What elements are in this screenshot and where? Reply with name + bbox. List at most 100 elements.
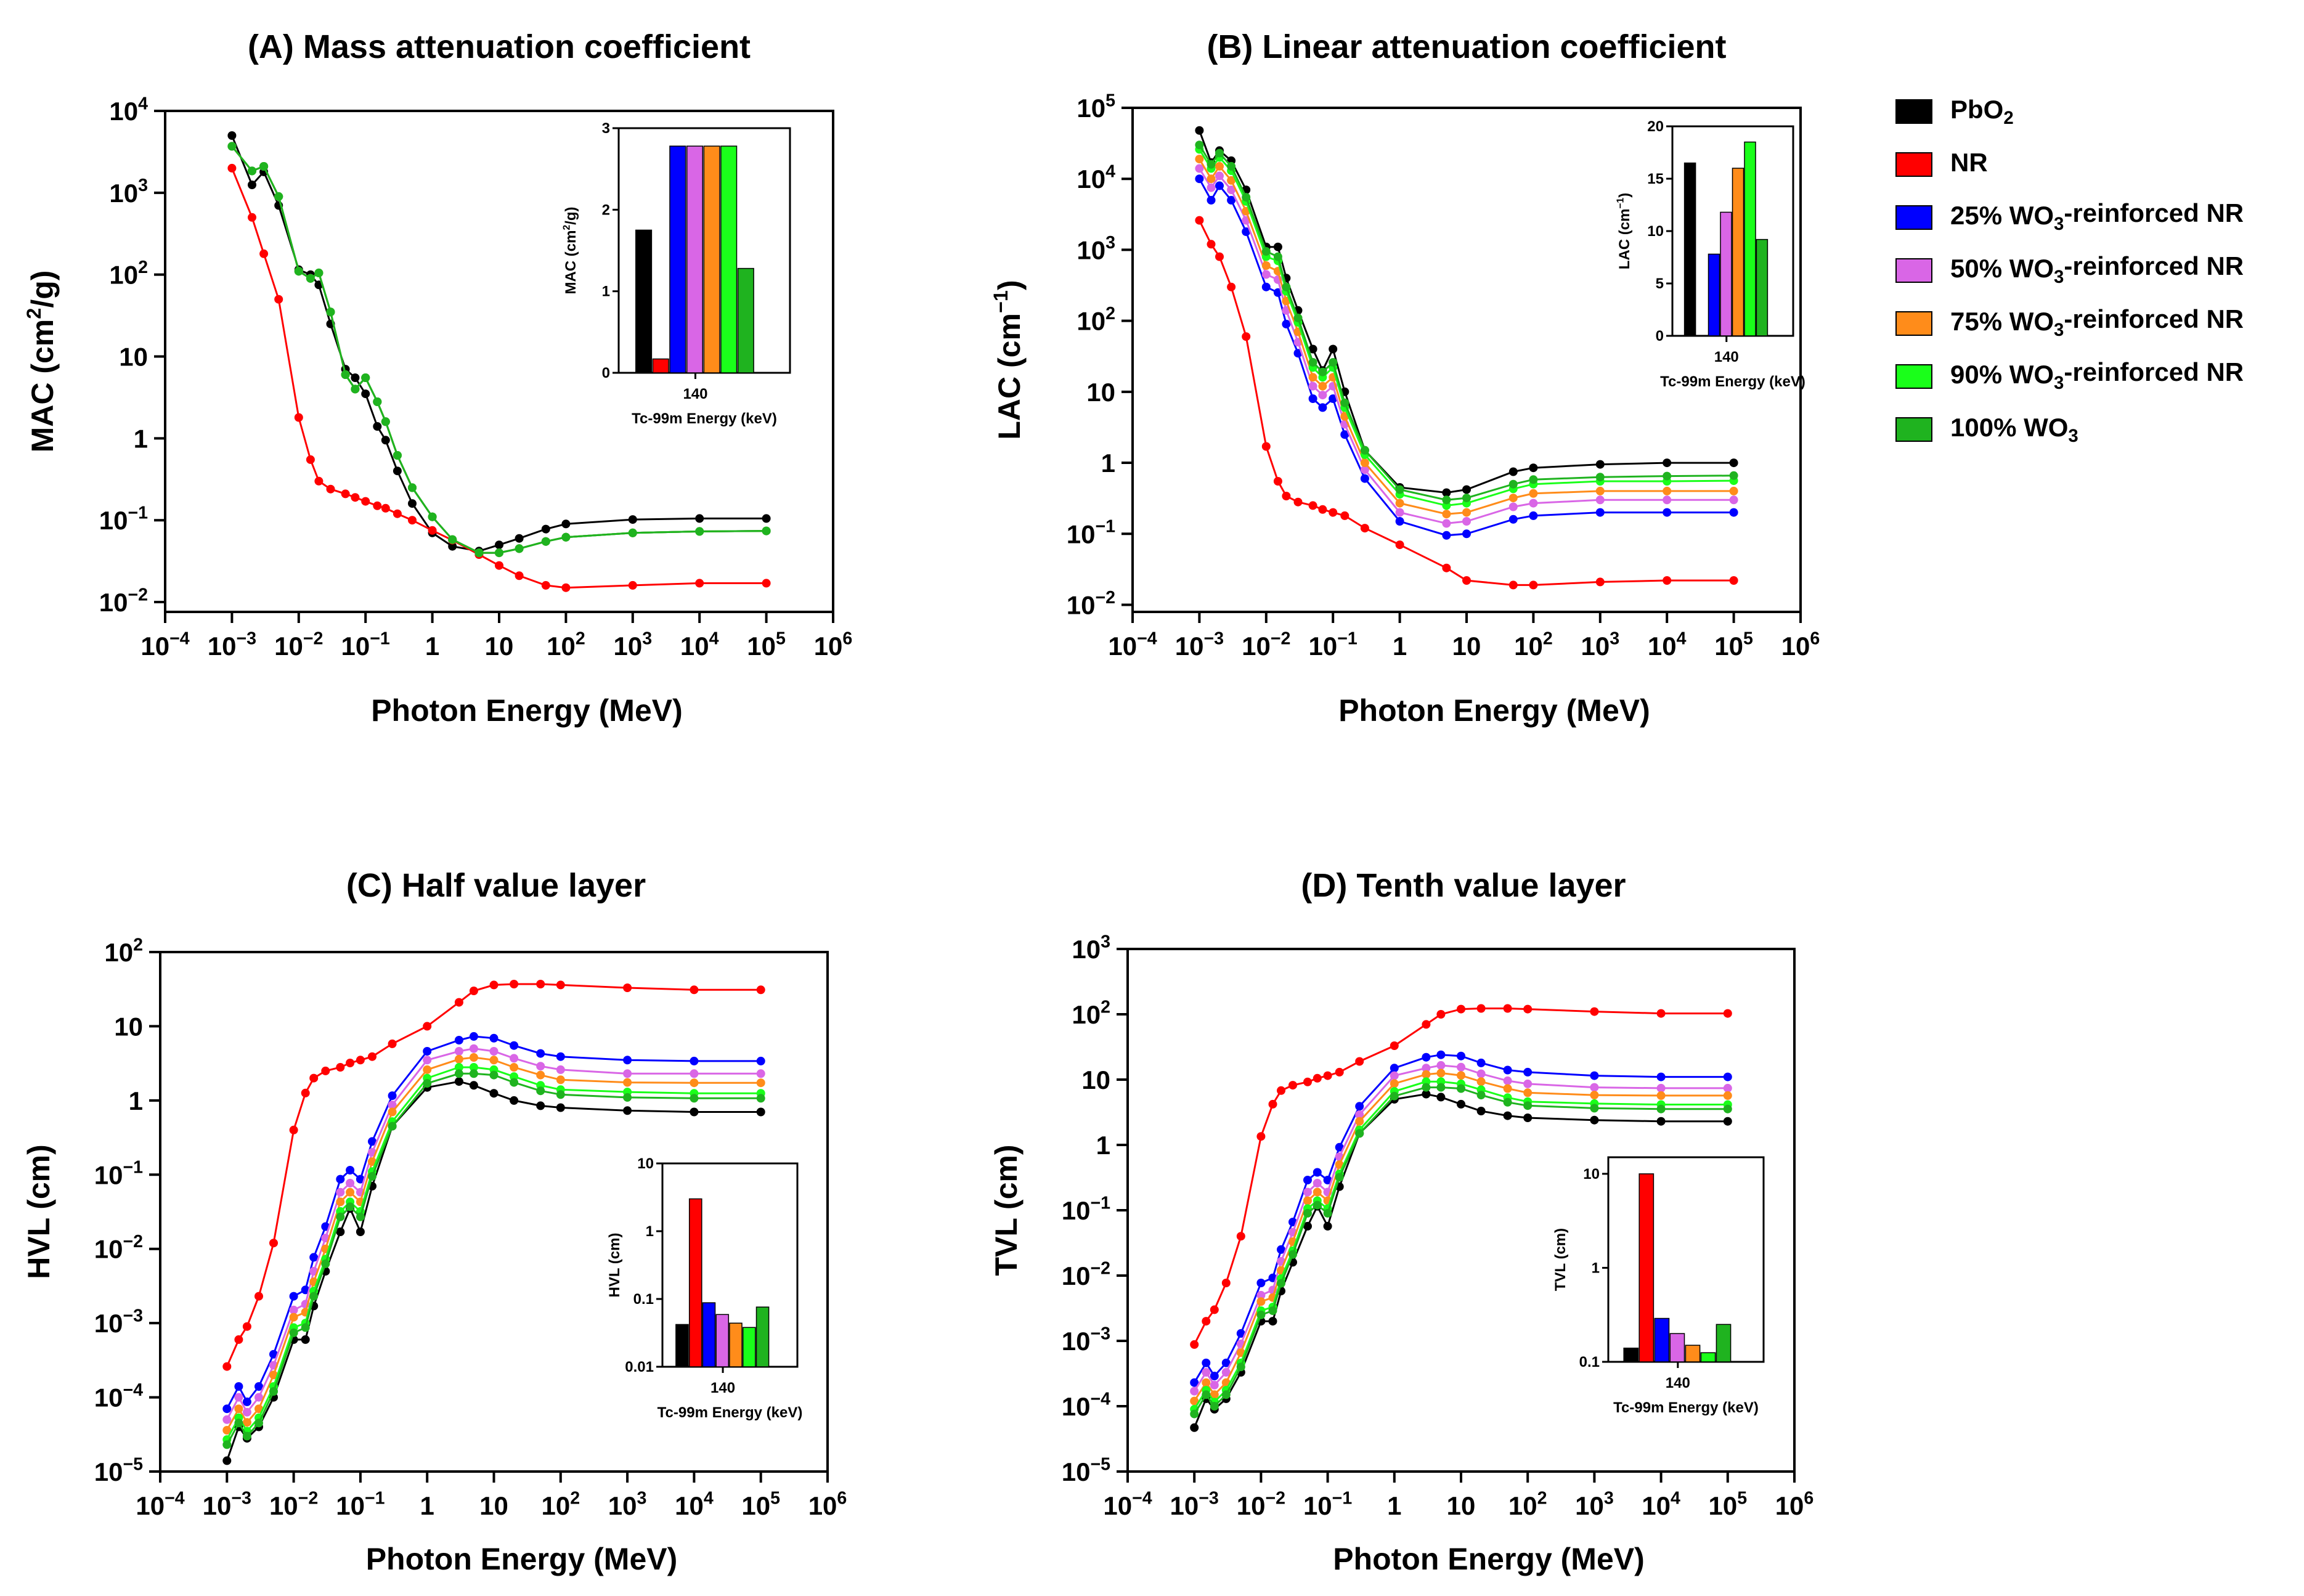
data-point [1442, 519, 1451, 528]
tick-label: 103 [109, 176, 148, 208]
tick-label: 103 [1072, 932, 1110, 964]
data-point [1308, 373, 1317, 382]
data-point [1723, 1104, 1732, 1114]
data-point [423, 1047, 432, 1056]
data-point [623, 1106, 632, 1115]
data-point [1277, 1279, 1285, 1288]
data-point [1595, 473, 1605, 482]
tick-label: 10−3 [1170, 1488, 1219, 1520]
inset-bar [635, 229, 653, 373]
data-point [628, 528, 637, 537]
data-point [373, 422, 382, 431]
tick-label: 102 [547, 629, 585, 661]
data-point [762, 526, 771, 535]
data-point [1308, 501, 1317, 510]
data-point [1340, 430, 1349, 439]
data-point [1436, 1061, 1446, 1070]
tick-label: 10−2 [1242, 629, 1290, 661]
data-point [423, 1056, 432, 1065]
inset-tick-label: 0.1 [633, 1291, 654, 1308]
data-point [1242, 332, 1251, 341]
tick-label: 10−2 [1062, 1258, 1110, 1290]
data-point [690, 1107, 699, 1117]
inset-tick-label: 0 [602, 365, 610, 381]
data-point [351, 493, 360, 502]
data-point [1210, 1402, 1219, 1411]
inset-y-axis-label: LAC (cm−1) [1615, 193, 1633, 269]
data-point [1323, 1071, 1332, 1080]
data-point [1195, 174, 1204, 184]
data-point [1523, 1088, 1533, 1097]
data-point [1221, 1390, 1231, 1399]
data-point [1663, 458, 1672, 468]
data-point [289, 1292, 298, 1301]
data-point [454, 1036, 463, 1044]
data-point [1329, 508, 1338, 517]
data-point [254, 1404, 263, 1414]
data-point [1207, 240, 1216, 249]
tick-label: 10 [1081, 1065, 1110, 1094]
tick-label: 10 [1447, 1491, 1476, 1520]
data-point [1729, 486, 1738, 495]
data-point [489, 1089, 499, 1098]
data-point [695, 579, 704, 588]
data-point [346, 1166, 355, 1175]
inset-tick-label: 20 [1647, 118, 1664, 135]
data-point [1293, 313, 1303, 322]
tick-label: 1 [1393, 632, 1407, 661]
data-point [695, 527, 704, 536]
data-point [756, 985, 765, 995]
tick-label: 10−2 [94, 1232, 143, 1264]
data-point [1256, 1290, 1266, 1300]
inset-tick-label: 2 [602, 202, 610, 218]
data-point [1395, 540, 1404, 550]
data-point [423, 1022, 432, 1031]
inset-bar [720, 145, 738, 373]
data-point [510, 1041, 519, 1050]
tick-label: 1 [420, 1491, 434, 1520]
data-point [373, 501, 382, 510]
data-point [1390, 1079, 1399, 1088]
data-point [1436, 1010, 1446, 1019]
data-point [556, 1052, 565, 1061]
data-point [556, 1090, 565, 1099]
data-point [336, 1175, 345, 1184]
data-point [341, 489, 350, 499]
y-axis-label: TVL (cm) [989, 1145, 1024, 1276]
inset-bar [688, 1198, 702, 1367]
inset-bar [742, 1327, 756, 1367]
data-point [515, 571, 524, 580]
data-point [1242, 227, 1251, 236]
tick-label: 102 [104, 935, 143, 967]
data-point [469, 1032, 478, 1041]
data-point [1723, 1083, 1732, 1093]
tick-label: 10 [1452, 632, 1481, 661]
data-point [361, 497, 370, 506]
series-line [1199, 178, 1734, 537]
data-point [690, 1069, 699, 1078]
data-point [254, 1419, 263, 1428]
data-point [1729, 458, 1738, 468]
tick-label: 10−1 [341, 629, 390, 661]
data-point [1656, 1083, 1666, 1093]
data-point [1595, 495, 1605, 505]
data-point [541, 580, 550, 590]
data-point [234, 1335, 243, 1344]
tick-label: 10−4 [136, 1488, 184, 1520]
data-point [1523, 1067, 1533, 1077]
data-point [1190, 1378, 1199, 1387]
series-7 [1195, 140, 1738, 505]
data-point [227, 142, 237, 151]
data-point [1335, 1160, 1344, 1169]
tick-label: 1 [425, 632, 439, 661]
data-point [1508, 479, 1518, 489]
inset-bar [1700, 1352, 1716, 1362]
inset-bar [1623, 1347, 1639, 1362]
data-point [388, 1107, 397, 1117]
data-point [1360, 446, 1369, 455]
data-point [1503, 1084, 1512, 1093]
data-point [1590, 1071, 1599, 1080]
data-point [393, 509, 402, 518]
data-point [1595, 577, 1605, 587]
